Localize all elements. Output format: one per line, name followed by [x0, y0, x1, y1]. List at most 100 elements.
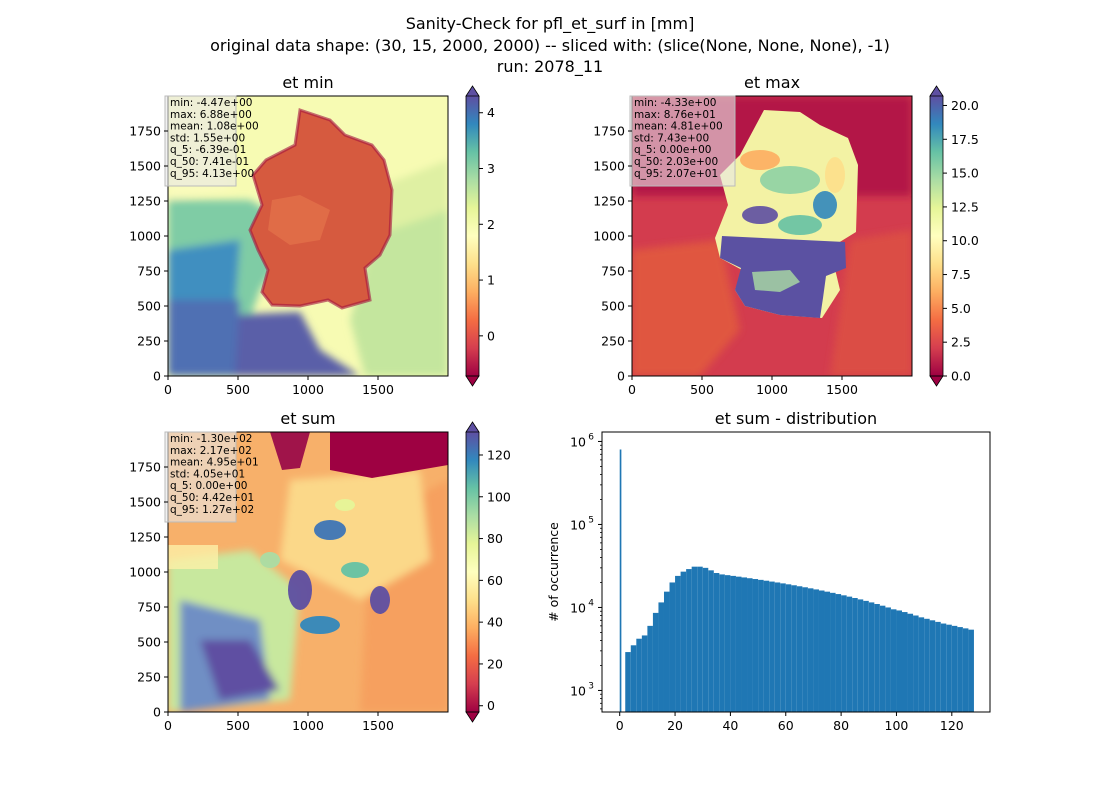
- y-tick-label: 750: [137, 600, 161, 615]
- histogram-bar: [658, 602, 664, 712]
- histogram-bar: [791, 585, 797, 712]
- x-tick-label: 60: [778, 718, 794, 733]
- histogram-bar: [669, 582, 676, 712]
- colorbar-et-min: 0 1 2 3 4: [465, 85, 495, 387]
- stats-line: max: 8.76e+01: [634, 109, 716, 121]
- figure-title-line-3: run: 2078_11: [497, 57, 603, 77]
- histogram-bar: [686, 569, 692, 712]
- histogram-bar: [885, 607, 891, 712]
- colorbar-extend-min: [929, 375, 944, 387]
- histogram-bar: [846, 596, 853, 712]
- panel-title-et-min: et min: [282, 73, 333, 92]
- histogram-bar: [758, 579, 764, 712]
- panel-distribution: et sum - distribution # of occurrence 0 2…: [546, 409, 991, 733]
- colorbar-tick-label: 40: [487, 615, 503, 630]
- stats-line: q_95: 2.07e+01: [634, 168, 718, 180]
- colorbar-et-max: 0.0 2.5 5.0 7.5 10.0 12.5 15.0 17.5 20.0: [929, 85, 979, 387]
- histogram-bar: [835, 594, 842, 712]
- y-tick-exponent: 6: [588, 432, 594, 442]
- colorbar-extend-max: [929, 85, 944, 97]
- colorbar-tick-label: 2.5: [951, 335, 971, 350]
- histogram-bar: [780, 583, 786, 712]
- figure-title-line-1: Sanity-Check for pfl_et_surf in [mm]: [406, 14, 695, 34]
- colorbar-tick-label: 5.0: [951, 301, 971, 316]
- y-tick-label: 1750: [593, 124, 625, 139]
- histogram-bar: [680, 571, 687, 712]
- x-tick-label: 500: [690, 382, 714, 397]
- stats-line: mean: 4.81e+00: [634, 121, 723, 133]
- y-tick-label: 1750: [129, 124, 161, 139]
- histogram-bar: [946, 624, 952, 712]
- histogram-bar: [785, 584, 792, 712]
- histogram-bar: [907, 613, 914, 712]
- x-tick-label: 80: [833, 718, 849, 733]
- stats-line: q_50: 7.41e-01: [170, 156, 249, 168]
- x-tick-label: 0: [164, 382, 172, 397]
- colorbar-tick-label: 15.0: [951, 166, 979, 181]
- histogram-bars: [619, 449, 974, 712]
- stats-line: q_50: 2.03e+00: [634, 156, 718, 168]
- panel-title-et-sum: et sum: [280, 409, 335, 428]
- x-tick-label: 1000: [292, 718, 324, 733]
- histogram-bar: [630, 645, 637, 712]
- histogram-bar: [774, 582, 781, 712]
- histogram-bar: [675, 575, 681, 712]
- y-tick-label: 750: [137, 264, 161, 279]
- y-tick-exponent: 5: [588, 515, 594, 525]
- heatmap-et-sum: [168, 432, 448, 712]
- colorbar-tick-label: 20.0: [951, 98, 979, 113]
- colorbar-tick-label: 17.5: [951, 132, 979, 147]
- histogram-bar: [841, 595, 847, 712]
- y-tick-label: 500: [137, 299, 161, 314]
- colorbar-tick-label: 1: [487, 273, 495, 288]
- panel-et-sum: et sum min:: [129, 409, 511, 733]
- x-tick-label: 500: [226, 718, 250, 733]
- x-tick-label: 1000: [292, 382, 324, 397]
- colorbar-tick-label: 0: [487, 328, 495, 343]
- colorbar-gradient: [466, 96, 479, 376]
- y-tick-label: 1000: [593, 229, 625, 244]
- y-tick-label: 1250: [129, 530, 161, 545]
- histogram-bar: [962, 628, 969, 712]
- stats-line: min: -1.30e+02: [170, 433, 252, 445]
- y-tick-label: 1000: [129, 565, 161, 580]
- x-tick-label: 120: [940, 718, 964, 733]
- histogram-bar: [968, 629, 974, 712]
- stats-line: q_95: 4.13e+00: [170, 168, 254, 180]
- colorbar-extend-max: [465, 85, 480, 97]
- histogram-bar: [863, 600, 869, 712]
- histogram-bar: [929, 620, 936, 712]
- histogram-bar: [890, 609, 897, 712]
- stats-line: mean: 1.08e+00: [170, 121, 259, 133]
- panel-title-et-max: et max: [744, 73, 800, 92]
- y-axis-label: # of occurrence: [546, 522, 561, 622]
- y-tick-label: 1000: [129, 229, 161, 244]
- y-tick-label: 1500: [593, 159, 625, 174]
- histogram-bar: [830, 592, 836, 712]
- histogram-bar: [857, 599, 864, 712]
- colorbar-et-sum: 0 20 40 60 80 100 120: [465, 421, 511, 723]
- colorbar-tick-label: 0.0: [951, 369, 971, 384]
- histogram-bar: [913, 615, 919, 712]
- histogram-bar: [719, 574, 725, 712]
- x-tick-label: 1000: [756, 382, 788, 397]
- histogram-bar: [879, 605, 886, 712]
- x-tick-label: 0: [628, 382, 636, 397]
- colorbar-outline: [465, 96, 480, 377]
- histogram-bar: [818, 590, 825, 712]
- histogram-bar: [708, 570, 714, 712]
- stats-box: [629, 95, 736, 187]
- stats-box: [164, 95, 237, 187]
- y-tick-label: 10: [570, 434, 586, 449]
- y-tick-label: 10: [570, 683, 586, 698]
- axis-ticks: 0 500 1000 1500 0 250 500 750 1000 1250 1500 1750: [129, 124, 394, 398]
- y-tick-label: 250: [137, 670, 161, 685]
- colorbar-tick-label: 100: [487, 489, 511, 504]
- y-tick-label: 1500: [129, 495, 161, 510]
- histogram-bar: [763, 580, 770, 712]
- y-tick-label: 500: [137, 635, 161, 650]
